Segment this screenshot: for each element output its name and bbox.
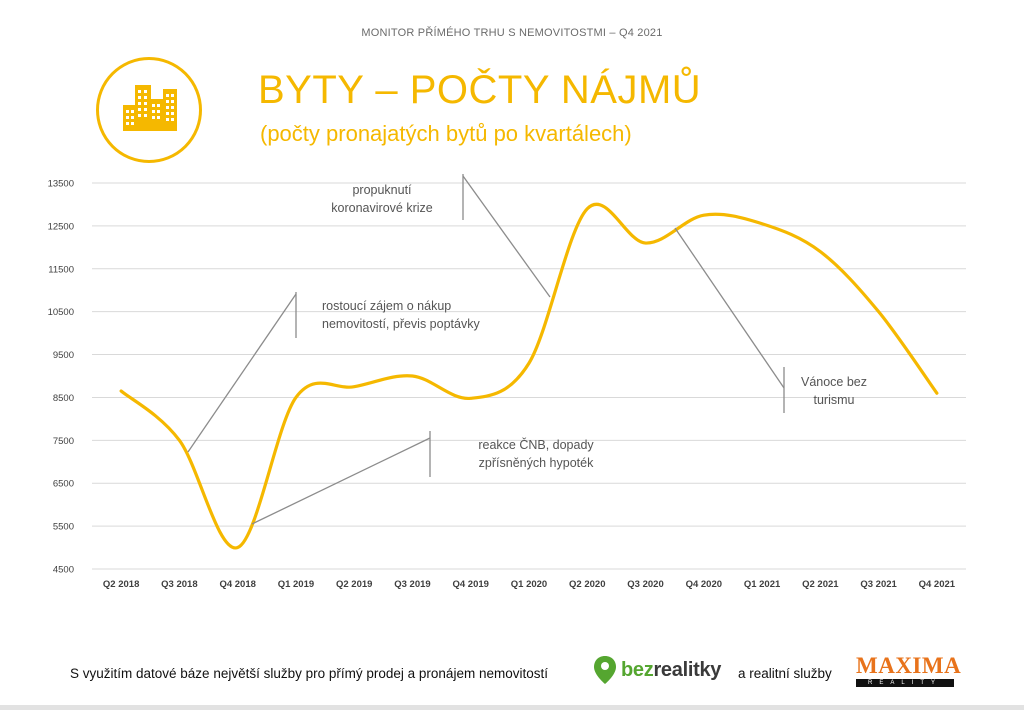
footer-text: S využitím datové báze největší služby p… xyxy=(70,666,548,681)
bottom-divider xyxy=(0,705,1024,710)
annotation-text-1: rostoucí zájem o nákup xyxy=(322,299,451,313)
annotation-text-4: Vánoce bez xyxy=(801,375,867,389)
maxima-logo: MAXIMA REALITY xyxy=(856,653,962,687)
bez-part: bez xyxy=(621,658,654,681)
annotation-leader-2 xyxy=(251,437,431,525)
y-tick-label: 5500 xyxy=(53,522,74,533)
top-caption: MONITOR PŘÍMÉHO TRHU S NEMOVITOSTMI – Q4… xyxy=(361,27,663,39)
annotation-leader-4 xyxy=(674,227,785,389)
y-tick-label: 4500 xyxy=(53,565,74,576)
y-tick-label: 12500 xyxy=(48,221,74,232)
maxima-subtitle-bar: REALITY xyxy=(856,679,954,687)
footer-text-2: a realitní služby xyxy=(738,666,832,681)
location-pin-icon xyxy=(594,656,616,684)
logo-circle xyxy=(96,57,202,163)
series-line xyxy=(119,202,939,550)
apartment-buildings-icon xyxy=(123,85,177,131)
annotation-leader-1 xyxy=(187,293,297,453)
page-title: BYTY – POČTY NÁJMŮ xyxy=(258,68,702,112)
y-tick-label: 6500 xyxy=(53,479,74,490)
annotation-leader-3 xyxy=(462,175,551,298)
x-tick-label: Q3 2020 xyxy=(627,579,663,590)
x-tick-label: Q2 2021 xyxy=(802,579,839,590)
x-tick-label: Q4 2020 xyxy=(686,579,722,590)
x-tick-label: Q4 2019 xyxy=(453,579,489,590)
annotation-text-3: koronavirové krize xyxy=(331,201,432,215)
x-tick-label: Q1 2021 xyxy=(744,579,781,590)
y-tick-label: 9500 xyxy=(53,350,74,361)
y-tick-label: 7500 xyxy=(53,436,74,447)
bezrealitky-logo: bezrealitky xyxy=(594,656,721,684)
x-tick-label: Q2 2018 xyxy=(103,579,139,590)
x-tick-label: Q1 2020 xyxy=(511,579,547,590)
y-tick-label: 11500 xyxy=(48,264,74,275)
y-tick-label: 8500 xyxy=(53,393,74,404)
x-tick-label: Q3 2021 xyxy=(860,579,897,590)
x-tick-label: Q2 2020 xyxy=(569,579,605,590)
x-tick-label: Q3 2018 xyxy=(161,579,197,590)
annotation-text-2: reakce ČNB, dopady xyxy=(478,437,594,452)
y-tick-label: 10500 xyxy=(48,307,74,318)
maxima-wordmark: MAXIMA xyxy=(856,653,962,678)
y-tick-label: 13500 xyxy=(48,179,74,190)
bezrealitky-wordmark: bezrealitky xyxy=(621,659,721,682)
x-tick-label: Q4 2021 xyxy=(919,579,956,590)
annotation-text-4: turismu xyxy=(814,393,855,407)
page-subtitle: (počty pronajatých bytů po kvartálech) xyxy=(260,121,632,146)
x-tick-label: Q1 2019 xyxy=(278,579,314,590)
annotation-text-2: zpřísněných hypoték xyxy=(479,456,594,470)
x-tick-label: Q2 2019 xyxy=(336,579,372,590)
line-chart: 4500 5500 6500 7500 8500 9500 10500 11500 12500 1… xyxy=(48,174,966,590)
x-tick-label: Q4 2018 xyxy=(219,579,255,590)
annotation-text-3: propuknutí xyxy=(352,183,412,197)
x-tick-label: Q3 2019 xyxy=(394,579,430,590)
annotation-text-1: nemovitostí, převis poptávky xyxy=(322,317,480,331)
realitky-part: realitky xyxy=(653,658,722,681)
